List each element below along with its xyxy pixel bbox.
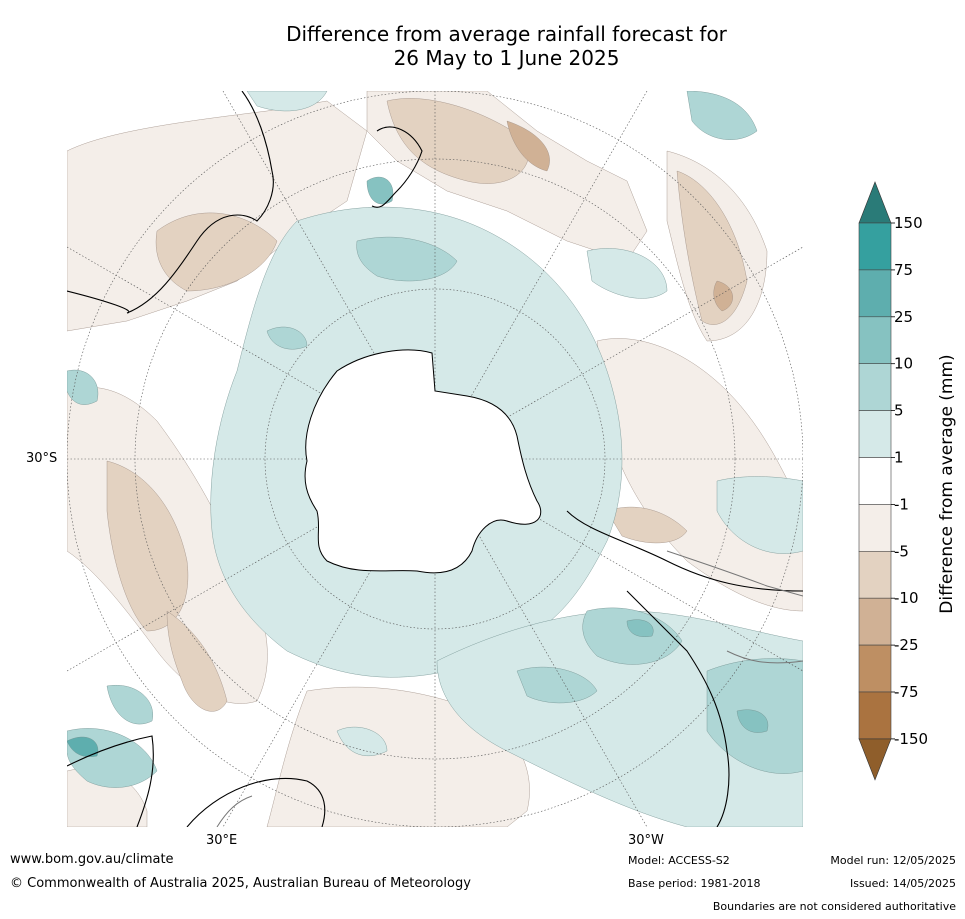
colorbar-segment bbox=[858, 222, 892, 271]
colorbar-tick-label: 5 bbox=[894, 402, 904, 420]
colorbar-tick-label: -150 bbox=[894, 730, 928, 748]
colorbar-segment bbox=[858, 550, 892, 599]
country-borders bbox=[216, 550, 803, 827]
colorbar-tick-label: -75 bbox=[894, 683, 919, 701]
colorbar-tick-label: -10 bbox=[894, 589, 919, 607]
lat-label-30s: 30°S bbox=[26, 451, 58, 466]
colorbar-segment bbox=[858, 691, 892, 740]
footer-disclaimer: Boundaries are not considered authoritat… bbox=[712, 900, 956, 913]
colorbar-tick-label: 1 bbox=[894, 449, 904, 467]
lon-label-30w: 30°W bbox=[628, 833, 664, 848]
colorbar-segment bbox=[858, 316, 892, 365]
footer-model: Model: ACCESS-S2 bbox=[628, 854, 730, 867]
colorbar-segment bbox=[858, 644, 892, 693]
colorbar-svg: 150 75 25 10 5 1 -1 -5 -10 -25 -75 -150 bbox=[858, 181, 928, 781]
colorbar-segment bbox=[858, 457, 892, 505]
colorbar-tick-label: 75 bbox=[894, 261, 913, 279]
footer-issued: Issued: 14/05/2025 bbox=[849, 877, 956, 890]
map-title: Difference from average rainfall forecas… bbox=[0, 22, 965, 70]
colorbar-tick-label: 150 bbox=[894, 214, 923, 232]
colorbar-tick-label: -5 bbox=[894, 542, 909, 560]
polar-map bbox=[67, 91, 803, 827]
antarctica-coastline bbox=[304, 349, 542, 574]
footer-base-period: Base period: 1981-2018 bbox=[628, 877, 761, 890]
colorbar-title: Difference from average (mm) bbox=[937, 354, 957, 614]
lon-label-30e: 30°E bbox=[206, 833, 238, 848]
footer-copyright: © Commonwealth of Australia 2025, Austra… bbox=[10, 876, 471, 891]
colorbar-segment bbox=[858, 269, 892, 318]
colorbar-segment bbox=[858, 363, 892, 411]
continent-outlines bbox=[67, 91, 803, 827]
colorbar-tick-label: 10 bbox=[894, 355, 913, 373]
colorbar-segment bbox=[858, 504, 892, 552]
footer-website: www.bom.gov.au/climate bbox=[10, 852, 174, 867]
map-title-line2: 26 May to 1 June 2025 bbox=[393, 46, 620, 70]
colorbar-segment bbox=[858, 410, 892, 458]
colorbar-extend-bottom bbox=[858, 738, 892, 781]
colorbar-tick-label: 25 bbox=[894, 308, 913, 326]
footer-model-run: Model run: 12/05/2025 bbox=[830, 854, 956, 867]
colorbar-segment bbox=[858, 597, 892, 646]
colorbar-tick-label: -1 bbox=[894, 495, 909, 513]
polar-map-svg bbox=[67, 91, 803, 827]
colorbar-extend-top bbox=[858, 181, 892, 224]
map-title-line1: Difference from average rainfall forecas… bbox=[286, 22, 727, 46]
dry-anomaly-regions bbox=[67, 91, 803, 827]
colorbar-tick-label: -25 bbox=[894, 636, 919, 654]
colorbar: 150 75 25 10 5 1 -1 -5 -10 -25 -75 -150 bbox=[855, 180, 965, 785]
